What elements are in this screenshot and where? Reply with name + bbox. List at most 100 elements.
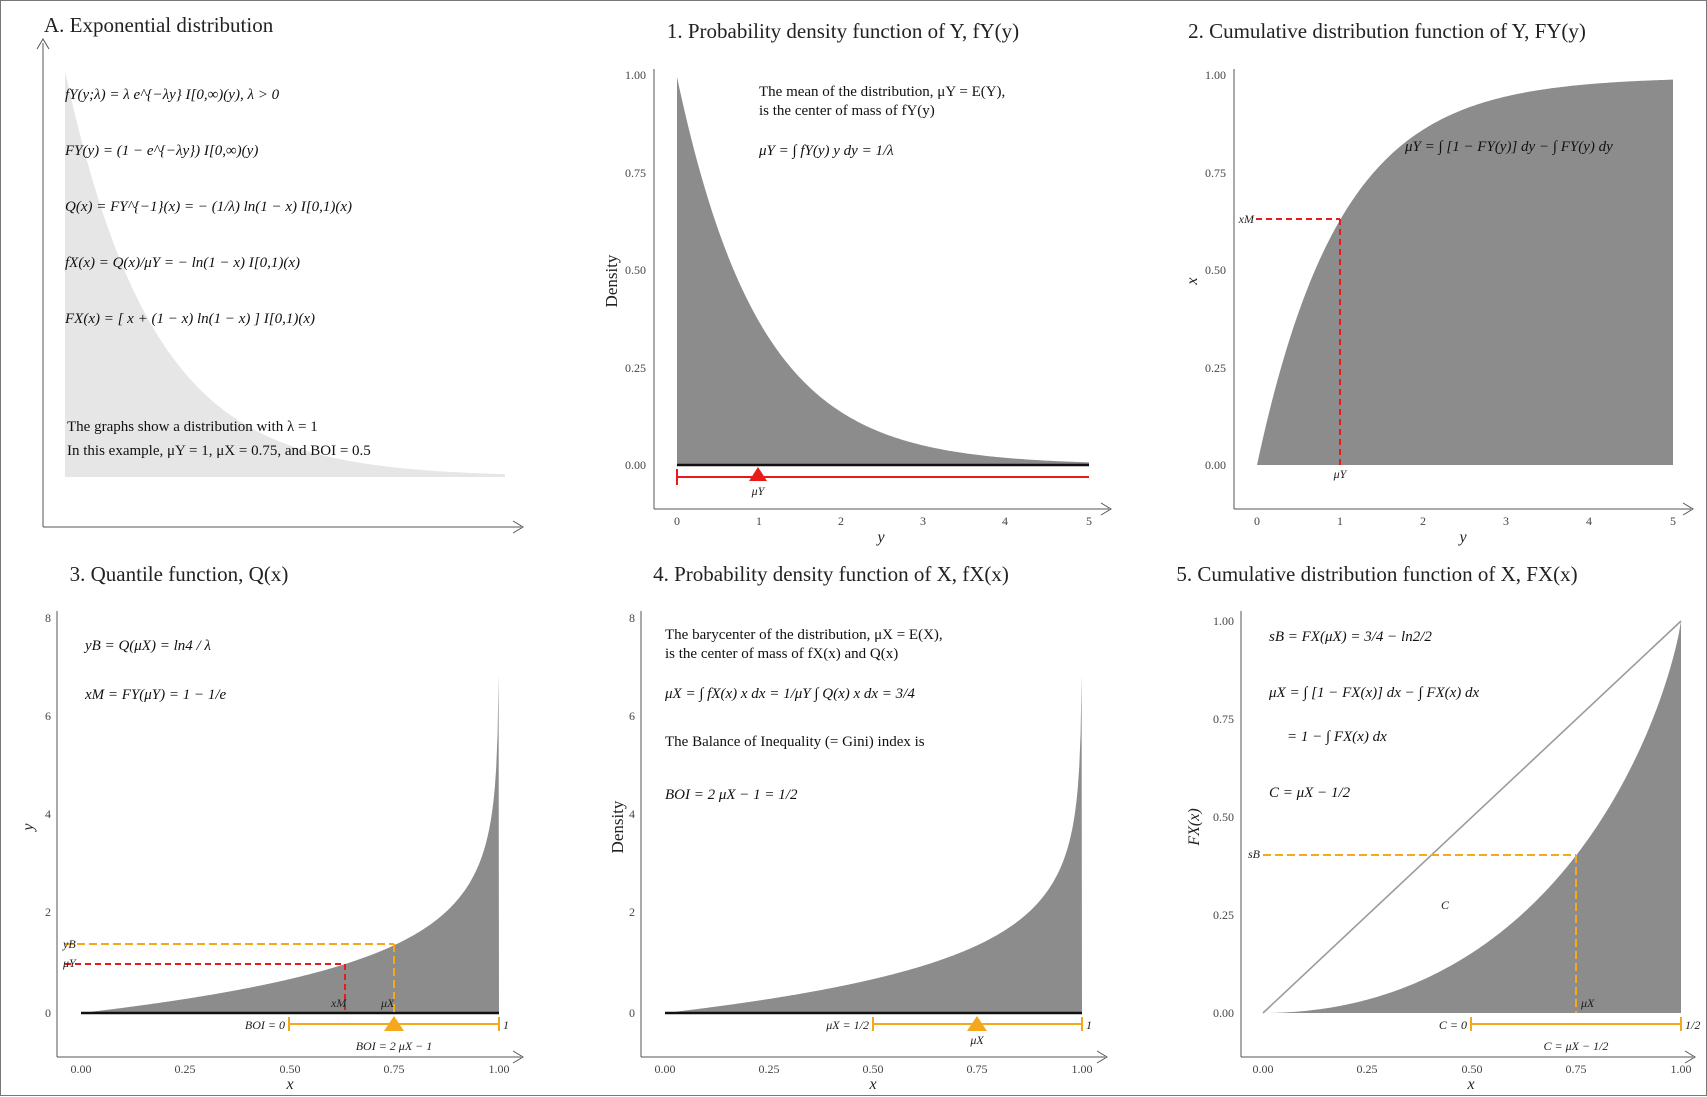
panel-4-xtick: 0.50 (863, 1062, 884, 1076)
panel-3-boi-right: 1 (503, 1018, 509, 1032)
panel-2-xtick: 0 (1254, 514, 1260, 528)
panel-5-ytick: 0.75 (1213, 712, 1234, 726)
panel-3-ytick: 8 (45, 611, 51, 625)
formula-Fx: FX(x) = [ x + (1 − x) ln(1 − x) ] I[0,1)… (64, 311, 315, 327)
panel-a-note-1: The graphs show a distribution with λ = … (67, 419, 318, 435)
panel-1-mean-marker (749, 467, 767, 481)
panel-5-ytick: 0.50 (1213, 810, 1234, 824)
formula-fy: fY(y;λ) = λ e^{−λy} I[0,∞)(y), λ > 0 (65, 87, 280, 103)
panel-4-annotation: BOI = 2 μX − 1 = 1/2 (665, 787, 798, 803)
panel-2-ytick: 0.50 (1205, 263, 1226, 277)
panel-3-mux-marker (384, 1016, 404, 1031)
panel-5-xtick: 0.75 (1566, 1062, 1587, 1076)
panel-4-ytick: 6 (629, 709, 635, 723)
panel-4-ytick: 2 (629, 905, 635, 919)
panel-2-xtick: 4 (1586, 514, 1592, 528)
panel-4-annotation: is the center of mass of fX(x) and Q(x) (665, 646, 898, 662)
panel-4-ylabel: Density (608, 800, 627, 853)
panel-1-density-area (677, 77, 1089, 465)
panel-5-c-left: C = 0 (1439, 1018, 1467, 1032)
panel-5: 5. Cumulative distribution function of X… (1176, 562, 1700, 1093)
panel-5-ytick: 0.00 (1213, 1006, 1234, 1020)
panel-4-xlabel: x (868, 1076, 876, 1093)
panel-1-x-arrow (1100, 502, 1112, 516)
panel-3-xlabel: x (285, 1076, 293, 1093)
panel-2-xm-label: xM (1238, 212, 1255, 226)
panel-2-xtick: 5 (1670, 514, 1676, 528)
panel-3-xtick: 0.00 (71, 1062, 92, 1076)
panel-1-annotation: μY = ∫ fY(y) y dy = 1/λ (758, 143, 894, 159)
panel-1-xtick: 0 (674, 514, 680, 528)
panel-a: A. Exponential distribution fY(y;λ) = λ … (36, 13, 524, 534)
panel-5-diagonal (1262, 620, 1682, 1014)
panel-5-ytick: 1.00 (1213, 614, 1234, 628)
panel-3-annotation: yB = Q(μX) = ln4 / λ (83, 638, 211, 654)
panel-3-muy-label: μY (62, 956, 77, 970)
panel-1-ytick: 0.00 (625, 458, 646, 472)
panel-1: 1. Probability density function of Y, fY… (602, 19, 1112, 546)
panel-5-c-label: C (1441, 898, 1450, 912)
panel-2-ytick: 0.25 (1205, 361, 1226, 375)
panel-5-xtick: 0.50 (1462, 1062, 1483, 1076)
panel-1-xtick: 4 (1002, 514, 1008, 528)
panel-2-xtick: 1 (1337, 514, 1343, 528)
panel-3-quantile-area (81, 674, 499, 1013)
panel-a-x-arrow (512, 520, 524, 534)
panel-a-note-2: In this example, μY = 1, μX = 0.75, and … (67, 443, 371, 459)
panel-a-title: A. Exponential distribution (44, 13, 274, 37)
panel-a-background-curve (65, 71, 505, 477)
panel-5-title: 5. Cumulative distribution function of X… (1176, 562, 1577, 586)
panel-3-ytick: 6 (45, 709, 51, 723)
panel-1-annotation: The mean of the distribution, μY = E(Y), (759, 84, 1005, 100)
panel-1-ylabel: Density (602, 254, 621, 307)
panel-2-xtick: 2 (1420, 514, 1426, 528)
panel-4-mux-marker (967, 1016, 987, 1031)
panel-5-xtick: 0.25 (1357, 1062, 1378, 1076)
panel-4-ytick: 4 (629, 807, 635, 821)
panel-4-x-arrow (1096, 1050, 1108, 1064)
panel-5-annotation: C = μX − 1/2 (1269, 785, 1351, 801)
panel-3-x-arrow (512, 1050, 524, 1064)
panel-4-annotation: μX = ∫ fX(x) x dx = 1/μY ∫ Q(x) x dx = 3… (664, 686, 915, 702)
panel-4-xtick: 0.25 (759, 1062, 780, 1076)
panel-1-title: 1. Probability density function of Y, fY… (667, 19, 1019, 43)
panel-3-ylabel: y (20, 823, 37, 833)
panel-5-c-right: 1/2 (1685, 1018, 1700, 1032)
panel-3-xtick: 1.00 (489, 1062, 510, 1076)
panel-5-annotation: sB = FX(μX) = 3/4 − ln2/2 (1269, 629, 1432, 645)
formula-Fy: FY(y) = (1 − e^{−λy}) I[0,∞)(y) (64, 143, 258, 159)
panel-4-xtick: 1.00 (1072, 1062, 1093, 1076)
panel-2-annotation: μY = ∫ [1 − FY(y)] dy − ∫ FY(y) dy (1404, 139, 1613, 155)
panel-3: 3. Quantile function, Q(x) yB μY xM μX B… (20, 562, 524, 1093)
panel-5-c-below: C = μX − 1/2 (1544, 1039, 1609, 1053)
panel-3-boi-below: BOI = 2 μX − 1 (356, 1039, 433, 1053)
panel-4-xtick: 0.00 (655, 1062, 676, 1076)
panel-3-xm-label: xM (330, 996, 347, 1010)
panel-5-annotation: = 1 − ∫ FX(x) dx (1287, 729, 1387, 745)
formula-fx: fX(x) = Q(x)/μY = − ln(1 − x) I[0,1)(x) (65, 255, 300, 271)
panel-4-mux-label: μX (969, 1033, 984, 1047)
panel-3-ytick: 0 (45, 1006, 51, 1020)
panel-1-ytick: 1.00 (625, 68, 646, 82)
panel-4-boi-left: μX = 1/2 (825, 1018, 869, 1032)
panel-5-ytick: 0.25 (1213, 908, 1234, 922)
panel-4: 4. Probability density function of X, fX… (608, 562, 1108, 1093)
panel-4-density-area (665, 674, 1082, 1013)
panel-a-y-arrow (36, 38, 50, 50)
panel-3-boi-left: BOI = 0 (245, 1018, 285, 1032)
panel-4-annotation: The Balance of Inequality (= Gini) index… (665, 734, 925, 750)
panel-3-xtick: 0.75 (384, 1062, 405, 1076)
panel-1-mean-label: μY (751, 484, 766, 498)
panel-2-title: 2. Cumulative distribution function of Y… (1188, 19, 1586, 43)
panel-1-xtick: 3 (920, 514, 926, 528)
panel-3-mux-label: μX (380, 996, 395, 1010)
panel-4-boi-right: 1 (1086, 1018, 1092, 1032)
panel-2-ytick: 1.00 (1205, 68, 1226, 82)
panel-3-yb-label: yB (62, 937, 76, 951)
panel-1-ytick: 0.50 (625, 263, 646, 277)
panel-2-x-arrow (1682, 502, 1694, 516)
panel-4-annotation: The barycenter of the distribution, μX =… (665, 627, 943, 643)
panel-2: 2. Cumulative distribution function of Y… (1184, 19, 1694, 546)
